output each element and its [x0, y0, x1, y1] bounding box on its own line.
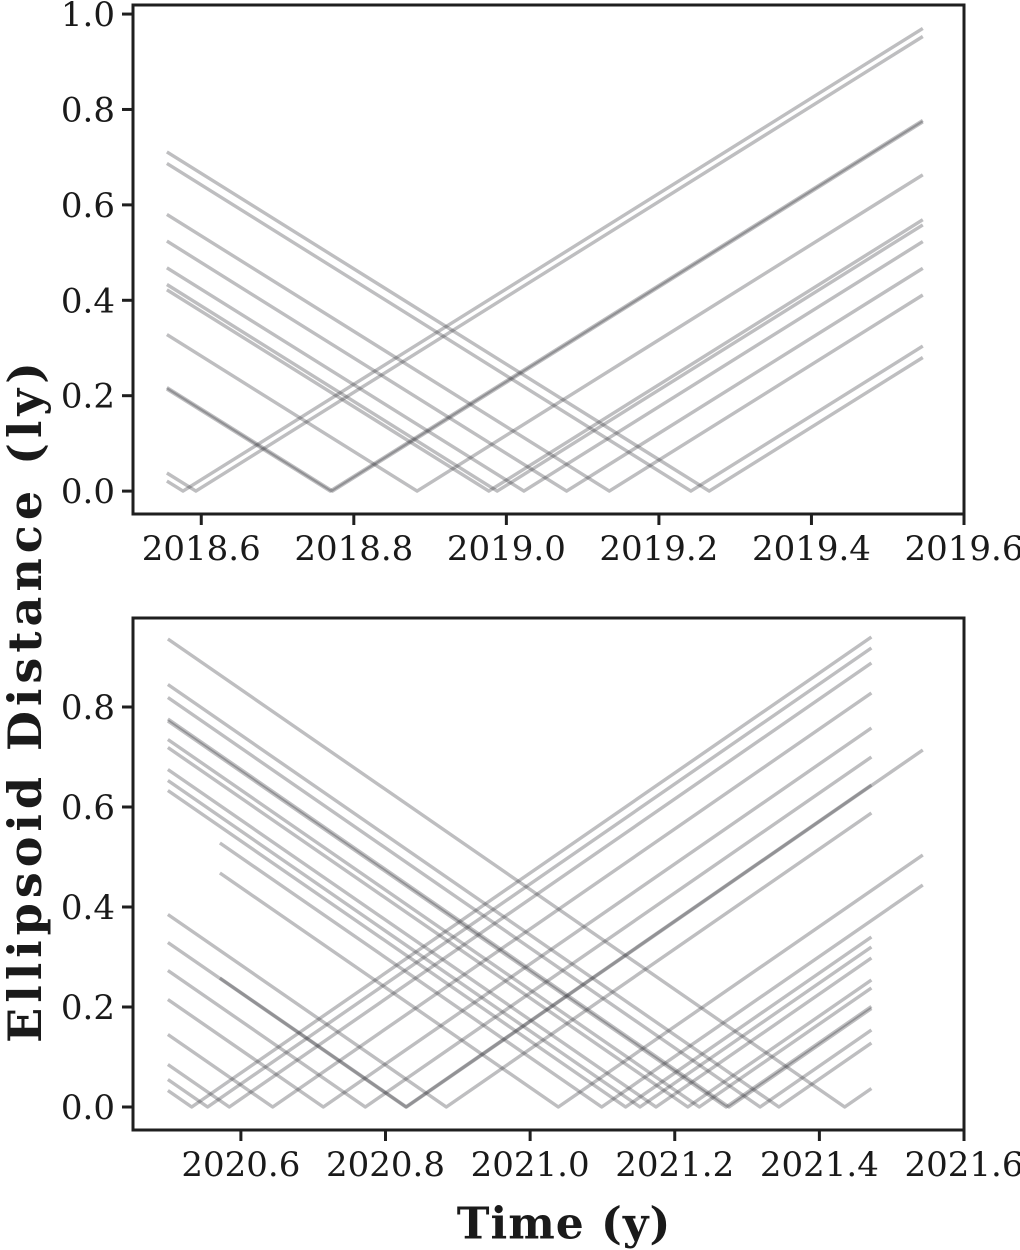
distance-line — [165, 173, 924, 493]
distance-line — [166, 696, 873, 1109]
y-tick-label: 0.0 — [61, 472, 115, 512]
distance-line — [165, 240, 924, 493]
x-tick-label: 2021.4 — [760, 1145, 879, 1185]
distance-line — [166, 779, 873, 1109]
x-tick-label: 2021.0 — [471, 1145, 590, 1185]
distance-line — [166, 726, 873, 1109]
y-tick-label: 0.8 — [61, 90, 115, 130]
y-tick-label: 0.0 — [61, 1088, 115, 1128]
y-tick-label: 0.2 — [61, 377, 115, 417]
x-tick-label: 2020.8 — [326, 1145, 445, 1185]
distance-line — [166, 719, 873, 1109]
distance-line — [165, 161, 924, 493]
y-tick-label: 0.8 — [61, 688, 115, 728]
distance-curves — [166, 635, 924, 1109]
distance-line — [166, 789, 873, 1109]
distance-line — [218, 841, 924, 1109]
y-axis-label: Ellipsoid Distance (ly) — [0, 357, 52, 1043]
distance-line — [166, 768, 873, 1109]
y-tick-label: 0.4 — [61, 888, 115, 928]
top-panel: 2018.6 2018.8 2019.0 2019.2 2019.4 2019.6 0.0 0… — [61, 0, 1020, 569]
y-tick-label: 0.6 — [61, 186, 115, 226]
x-tick-label: 2020.6 — [181, 1145, 300, 1185]
x-tick-label: 2018.8 — [294, 529, 413, 569]
distance-line — [166, 637, 873, 1109]
distance-line — [166, 746, 873, 1109]
distance-line — [166, 646, 873, 1109]
distance-line — [218, 748, 924, 1109]
distance-line — [166, 661, 873, 1109]
distance-line — [166, 738, 873, 1109]
distance-line — [166, 717, 873, 1109]
distance-line — [165, 223, 924, 493]
distance-line — [166, 683, 873, 1109]
y-tick-label: 0.4 — [61, 281, 115, 321]
x-tick-label: 2021.2 — [615, 1145, 734, 1185]
distance-line — [165, 118, 924, 493]
distance-line — [165, 218, 924, 493]
x-axis-label: Time (y) — [456, 1198, 672, 1250]
x-tick-label: 2019.4 — [752, 529, 871, 569]
x-tick-label: 2019.0 — [447, 529, 566, 569]
axes-box — [131, 3, 966, 516]
x-tick-label: 2018.6 — [142, 529, 261, 569]
distance-curves — [165, 26, 924, 493]
distance-line — [166, 691, 873, 1109]
distance-line — [165, 239, 924, 493]
distance-line — [165, 120, 924, 493]
x-tick-label: 2019.6 — [905, 529, 1020, 569]
distance-line — [166, 635, 873, 1109]
distance-line — [218, 853, 924, 1109]
y-tick-label: 0.6 — [61, 788, 115, 828]
distance-line — [166, 755, 873, 1109]
distance-line — [166, 26, 924, 493]
bottom-panel: 2020.6 2020.8 2021.0 2021.2 2021.4 2021.6 0.0 0… — [61, 616, 1020, 1185]
axes-box — [131, 616, 966, 1132]
distance-line — [165, 212, 924, 493]
distance-line — [166, 783, 873, 1109]
x-tick-label: 2021.6 — [905, 1145, 1020, 1185]
y-tick-label: 0.2 — [61, 988, 115, 1028]
distance-line — [165, 150, 924, 493]
y-tick-label: 1.0 — [61, 0, 115, 35]
distance-line — [165, 35, 924, 493]
x-tick-label: 2019.2 — [599, 529, 718, 569]
distance-line — [166, 811, 873, 1109]
